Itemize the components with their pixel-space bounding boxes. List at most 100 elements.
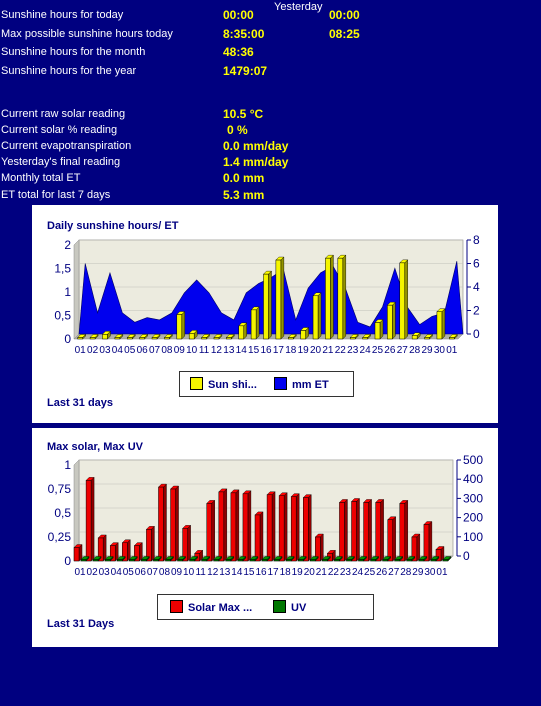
- left-axis-tick-label: 0,5: [54, 506, 71, 520]
- category-tick-label: 11: [199, 345, 210, 356]
- chart-footer: Last 31 days: [47, 397, 114, 409]
- bar: [230, 492, 237, 562]
- bar-side: [151, 525, 155, 562]
- category-tick-label: 20: [310, 345, 322, 356]
- stat-label: Current evapotranspiration: [1, 140, 132, 152]
- bar: [158, 486, 164, 562]
- chart-title: Max solar, Max UV: [47, 441, 143, 453]
- legend-label: UV: [291, 602, 307, 614]
- left-axis-tick-label: 0: [64, 332, 71, 346]
- bar-side: [247, 490, 252, 562]
- bar: [285, 559, 292, 562]
- category-tick-label: 24: [360, 345, 372, 356]
- category-tick-label: 09: [174, 345, 186, 356]
- right-axis-tick-label: 100: [463, 530, 483, 544]
- bar: [399, 262, 406, 340]
- bar-side: [268, 270, 272, 340]
- category-tick-label: 19: [292, 567, 304, 578]
- bar: [263, 273, 269, 340]
- legend-item: UV: [273, 600, 306, 614]
- category-tick-label: 28: [400, 567, 412, 578]
- bar-side: [283, 492, 288, 562]
- left-axis-tick-label: 1,5: [54, 262, 71, 276]
- stat-value: 00:00: [223, 8, 254, 22]
- left-axis-tick-label: 0,5: [54, 309, 71, 323]
- bar-side: [368, 498, 372, 562]
- right-axis-tick-label: 500: [463, 453, 483, 467]
- category-tick-label: 01: [436, 567, 448, 578]
- left-axis-tick-label: 2: [64, 238, 71, 252]
- category-tick-label: 16: [260, 345, 272, 356]
- bar: [418, 559, 425, 562]
- bar-side: [78, 544, 83, 562]
- bar-side: [271, 491, 276, 562]
- bar-side: [342, 254, 347, 340]
- bar: [394, 559, 400, 562]
- bar: [449, 337, 455, 340]
- bar-side: [317, 292, 322, 340]
- bar: [177, 559, 183, 562]
- category-tick-label: 20: [304, 567, 316, 578]
- category-tick-label: 10: [186, 345, 198, 356]
- category-tick-label: 23: [347, 345, 359, 356]
- bar-side: [115, 542, 119, 562]
- stat-yesterday: 00:00: [329, 8, 360, 22]
- bar: [363, 502, 369, 562]
- category-tick-label: 27: [388, 567, 400, 578]
- bar: [146, 529, 152, 562]
- category-tick-label: 02: [87, 345, 99, 356]
- stat-label: Sunshine hours for the year: [1, 65, 137, 77]
- category-tick-label: 04: [112, 345, 124, 356]
- bar: [411, 335, 418, 340]
- category-tick-label: 16: [255, 567, 267, 578]
- plot-side-wall: [73, 239, 80, 340]
- bar: [435, 549, 442, 562]
- category-tick-label: 14: [236, 345, 248, 356]
- right-axis-tick-label: 0: [473, 327, 480, 341]
- category-tick-label: 05: [124, 345, 136, 356]
- category-tick-label: 01: [74, 567, 86, 578]
- bar: [411, 536, 418, 562]
- bar: [266, 494, 273, 562]
- bar: [423, 524, 430, 562]
- stat-value: 0 %: [227, 123, 248, 137]
- category-tick-label: 08: [161, 345, 173, 356]
- legend-swatch: [190, 377, 203, 390]
- bar: [382, 559, 388, 562]
- category-tick-label: 14: [231, 567, 243, 578]
- bar-side: [163, 483, 167, 562]
- legend-item: mm ET: [274, 377, 329, 391]
- bar: [303, 497, 309, 562]
- category-tick-label: 27: [397, 345, 409, 356]
- bar-side: [356, 497, 360, 562]
- bar: [325, 257, 331, 340]
- category-tick-label: 25: [372, 345, 384, 356]
- bar: [165, 559, 171, 562]
- category-tick-label: 10: [183, 567, 195, 578]
- stat-value: 10.5 °C: [223, 107, 264, 121]
- bar: [374, 322, 381, 340]
- bar: [250, 309, 257, 340]
- category-tick-label: 30: [434, 345, 446, 356]
- bar: [188, 333, 195, 340]
- right-axis-tick-label: 0: [463, 549, 470, 563]
- legend-label: Sun shi...: [208, 379, 257, 391]
- bar-side: [344, 498, 348, 562]
- category-tick-label: 02: [87, 567, 99, 578]
- bar: [249, 559, 256, 562]
- bar-side: [392, 301, 396, 340]
- bar: [201, 559, 207, 562]
- left-axis-tick-label: 1: [64, 458, 71, 472]
- bar: [351, 501, 357, 562]
- bar: [97, 537, 104, 562]
- bar: [273, 559, 280, 562]
- bar: [242, 493, 249, 562]
- bar-side: [235, 489, 240, 562]
- bar: [399, 503, 406, 562]
- stat-value: 1.4 mm/day: [223, 155, 289, 169]
- bar: [315, 536, 321, 562]
- category-tick-label: 11: [195, 567, 206, 578]
- legend-item: Solar Max ...: [170, 600, 252, 614]
- bar: [349, 337, 356, 340]
